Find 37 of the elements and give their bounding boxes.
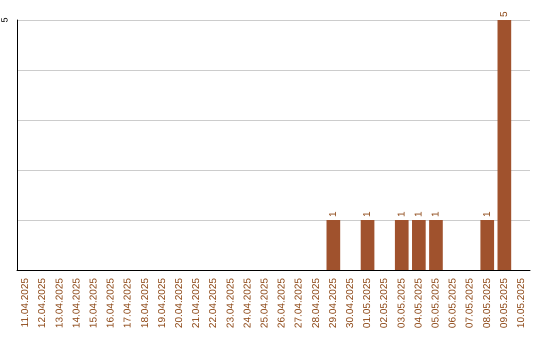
x-tick-label: 03.05.2025 xyxy=(396,278,408,328)
data-label: 5 xyxy=(498,11,510,17)
x-tick-label: 20.04.2025 xyxy=(174,278,185,328)
x-tick-label: 02.05.2025 xyxy=(379,278,390,328)
data-label: 1 xyxy=(482,211,493,217)
x-tick-label: 30.04.2025 xyxy=(344,278,356,328)
data-label: 1 xyxy=(328,211,339,217)
x-tick-label: 14.04.2025 xyxy=(71,278,82,328)
data-label: 1 xyxy=(430,211,442,217)
x-tick-label: 23.04.2025 xyxy=(225,278,236,328)
x-tick-label: 17.04.2025 xyxy=(122,278,134,328)
x-tick-label: 12.04.2025 xyxy=(37,278,48,328)
x-tick-label: 28.04.2025 xyxy=(310,278,322,328)
x-tick-label: 05.05.2025 xyxy=(430,278,442,328)
x-tick-label: 07.05.2025 xyxy=(464,278,476,328)
x-tick-label: 04.05.2025 xyxy=(413,278,424,328)
x-tick-label: 13.04.2025 xyxy=(54,278,66,328)
x-tick-label: 08.05.2025 xyxy=(482,278,493,328)
data-label: 1 xyxy=(413,211,424,217)
x-tick-label: 01.05.2025 xyxy=(362,278,374,328)
data-label: 1 xyxy=(362,211,374,217)
x-tick-label: 24.04.2025 xyxy=(242,278,254,328)
x-tick-label: 21.04.2025 xyxy=(191,278,202,328)
x-tick-label: 18.04.2025 xyxy=(140,278,151,328)
data-label: 1 xyxy=(396,211,408,217)
x-tick-label: 10.05.2025 xyxy=(516,278,527,328)
x-tick-label: 29.04.2025 xyxy=(328,278,339,328)
x-tick-label: 09.05.2025 xyxy=(498,278,510,328)
x-tick-label: 26.04.2025 xyxy=(276,278,288,328)
x-tick-label: 06.05.2025 xyxy=(448,278,459,328)
x-tick-label: 16.04.2025 xyxy=(106,278,117,328)
x-tick-label: 27.04.2025 xyxy=(294,278,305,328)
x-tick-label: 22.04.2025 xyxy=(208,278,220,328)
x-tick-label: 11.04.2025 xyxy=(20,278,32,328)
x-tick-label: 19.04.2025 xyxy=(156,278,168,328)
x-tick-label: 15.04.2025 xyxy=(88,278,100,328)
x-tick-label: 25.04.2025 xyxy=(259,278,270,328)
